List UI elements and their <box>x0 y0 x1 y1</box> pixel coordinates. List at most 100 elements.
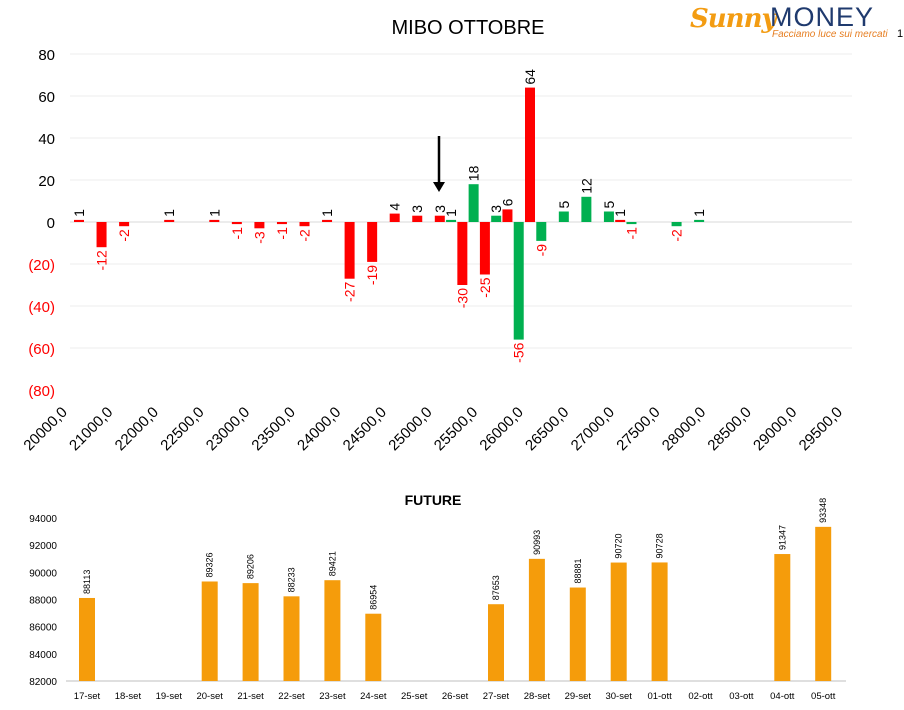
future-data-label: 90993 <box>532 530 542 555</box>
bar <box>209 219 220 222</box>
future-x-tick-label: 24-set <box>360 691 387 702</box>
x-tick-label: 29000,0 <box>750 404 800 454</box>
future-bar <box>365 613 382 681</box>
data-label: 1 <box>691 209 707 217</box>
future-x-tick-label: 05-ott <box>811 691 836 702</box>
data-label: 5 <box>601 201 617 209</box>
data-label: 1 <box>443 209 459 217</box>
data-label: 1 <box>71 209 87 217</box>
x-tick-label: 28000,0 <box>659 404 709 454</box>
bar <box>581 196 592 222</box>
data-label: 1 <box>612 209 628 217</box>
bar <box>164 219 175 222</box>
future-y-tick-label: 86000 <box>29 623 57 634</box>
page-number: 1 <box>897 28 904 40</box>
bar <box>694 219 705 222</box>
bar <box>502 209 513 222</box>
future-x-tick-label: 29-set <box>565 691 592 702</box>
data-label: 12 <box>578 178 594 194</box>
x-tick-label: 23000,0 <box>203 404 253 454</box>
future-y-tick-label: 82000 <box>29 677 57 688</box>
data-label: 6 <box>499 198 515 206</box>
bar <box>74 219 84 222</box>
y-tick-label: 60 <box>38 89 55 106</box>
bar <box>446 219 457 222</box>
future-data-label: 88113 <box>82 570 92 594</box>
bar <box>603 211 614 222</box>
future-bar <box>488 604 504 681</box>
x-tick-label: 24500,0 <box>340 404 390 454</box>
future-x-tick-label: 22-set <box>278 691 305 702</box>
bar <box>513 222 524 340</box>
future-bar <box>242 583 259 681</box>
data-label: 18 <box>466 165 482 181</box>
y-tick-label: 80 <box>38 47 55 64</box>
future-bar <box>610 562 627 681</box>
logo-money-text: MONEY <box>770 2 875 32</box>
mibo-ottobre-chart: MIBO OTTOBRE 80 60 40 20 0 (20) (40) (60) (80) 1 -1… <box>20 17 852 454</box>
logo-tagline: Facciamo luce sui mercati <box>772 29 888 40</box>
data-label: 64 <box>522 69 538 85</box>
x-tick-label: 27500,0 <box>613 404 663 454</box>
bar <box>344 222 355 279</box>
future-x-tick-label: 30-set <box>605 691 632 702</box>
x-tick-label: 24000,0 <box>294 404 344 454</box>
logo-sunny-text: Sunny <box>690 4 777 34</box>
future-x-tick-label: 25-set <box>401 691 428 702</box>
future-title: FUTURE <box>405 492 462 508</box>
bar <box>367 222 378 262</box>
data-label: 5 <box>556 201 572 209</box>
future-data-label: 89421 <box>327 551 337 576</box>
bar <box>389 213 400 222</box>
x-tick-label: 27000,0 <box>568 404 618 454</box>
bar <box>119 222 130 227</box>
future-data-label: 90728 <box>655 533 665 558</box>
future-y-tick-label: 88000 <box>29 596 57 607</box>
future-bar <box>774 554 791 681</box>
x-tick-label: 21000,0 <box>66 404 116 454</box>
data-label: -56 <box>511 342 527 362</box>
bar <box>299 222 310 227</box>
data-label: -9 <box>533 244 549 257</box>
x-tick-label: 26000,0 <box>476 404 526 454</box>
data-label: -27 <box>342 281 358 301</box>
future-data-label: 93348 <box>818 498 828 523</box>
x-tick-label: 25500,0 <box>431 404 481 454</box>
future-data-label: 90720 <box>614 534 624 559</box>
bar <box>558 211 569 222</box>
sunny-money-logo: Sunny MONEY Facciamo luce sui mercati <box>690 2 890 42</box>
data-label: 4 <box>387 203 403 211</box>
y-tick-label: (20) <box>28 257 55 274</box>
x-tick-label: 25000,0 <box>385 404 435 454</box>
data-label: -1 <box>229 227 245 240</box>
data-label: 1 <box>206 209 222 217</box>
future-x-tick-label: 26-set <box>442 691 469 702</box>
x-tick-label: 20000,0 <box>20 404 70 454</box>
future-y-tick-label: 84000 <box>29 650 57 661</box>
future-x-tick-label: 19-set <box>156 691 183 702</box>
chart-title: MIBO OTTOBRE <box>392 17 545 39</box>
future-bar <box>283 596 300 681</box>
x-tick-label: 29500,0 <box>796 404 846 454</box>
future-y-tick-label: 94000 <box>29 514 57 525</box>
bar <box>434 215 445 222</box>
future-x-tick-label: 28-set <box>524 691 551 702</box>
y-tick-label: (60) <box>28 341 55 358</box>
future-data-label: 89326 <box>205 552 215 577</box>
bar <box>254 222 265 229</box>
future-x-tick-label: 21-set <box>237 691 264 702</box>
bar <box>615 219 626 222</box>
data-label: 3 <box>488 205 504 213</box>
bar <box>457 222 468 285</box>
data-label: -19 <box>364 265 380 285</box>
future-x-tick-label: 27-set <box>483 691 510 702</box>
bar <box>479 222 490 275</box>
data-label: -2 <box>297 229 313 242</box>
x-tick-label: 28500,0 <box>704 404 754 454</box>
future-bar <box>528 558 545 681</box>
y-tick-label: 20 <box>38 173 55 190</box>
bar <box>626 222 637 225</box>
future-bar <box>324 580 341 681</box>
data-label: -2 <box>669 229 685 242</box>
data-label: 1 <box>319 209 335 217</box>
